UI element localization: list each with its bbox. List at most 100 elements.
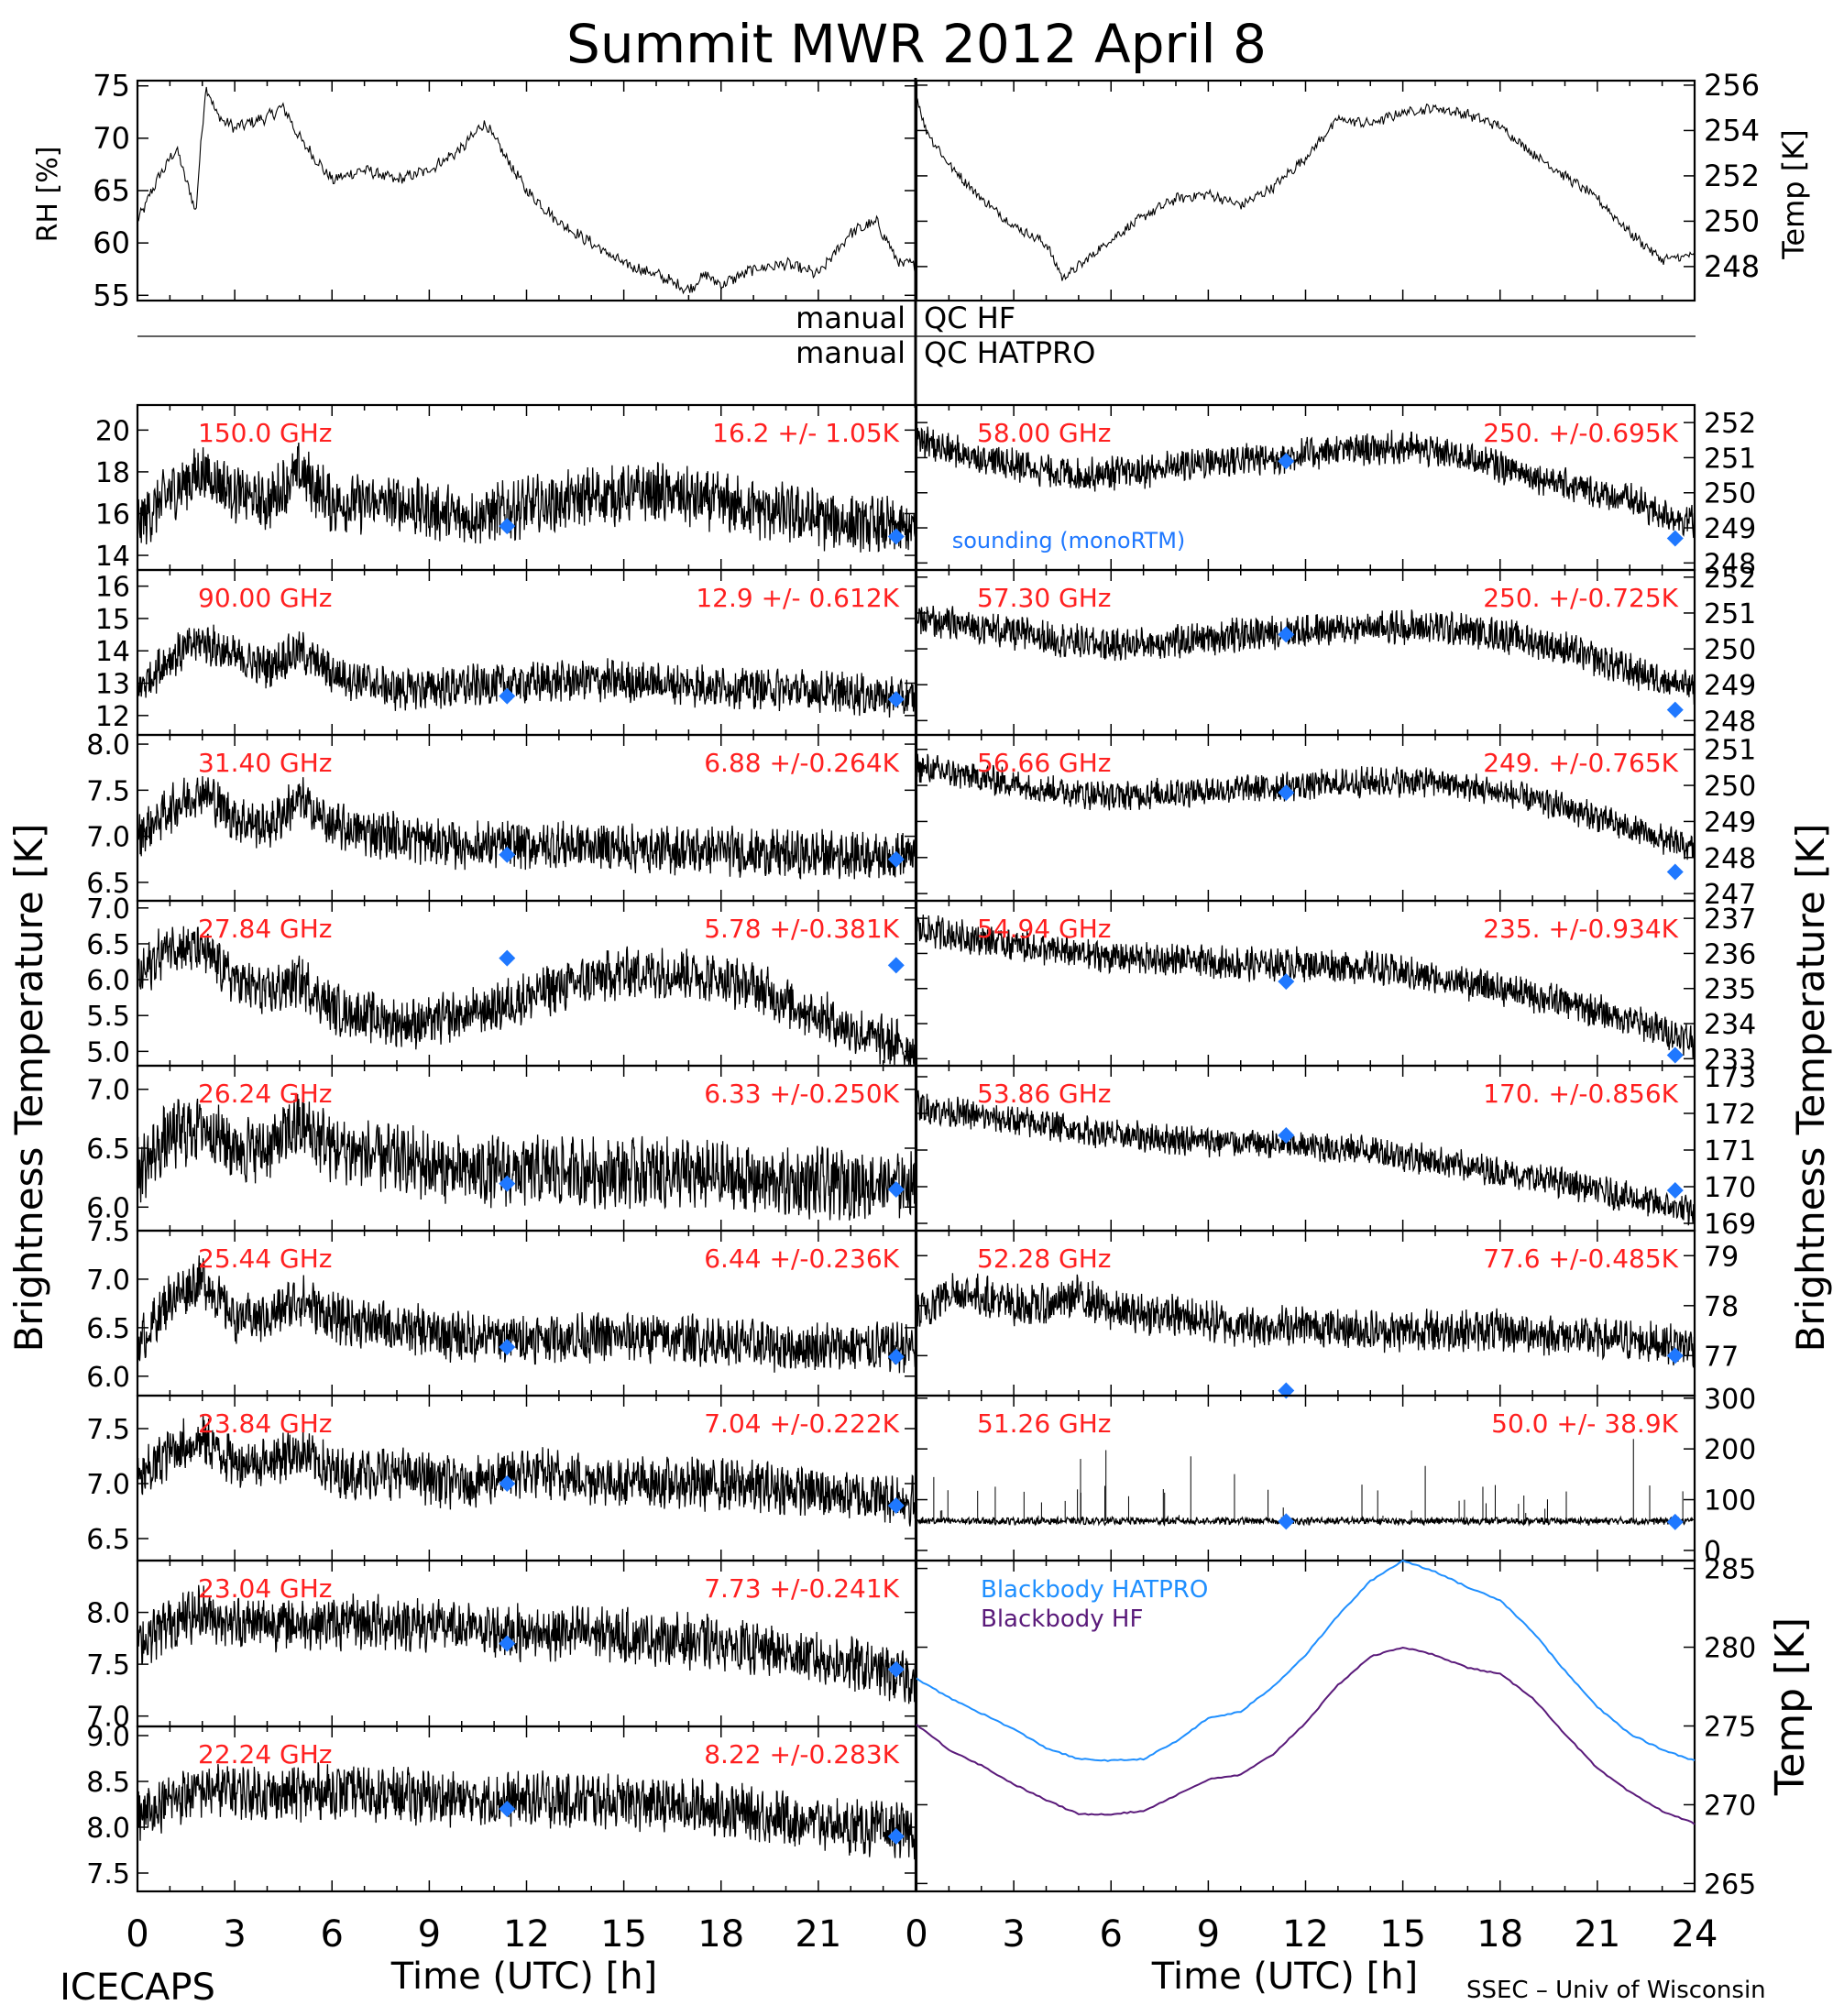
channel-frequency-label: 22.24 GHz [198, 1739, 333, 1769]
data-trace [137, 1762, 916, 1860]
y-tick-label: 16 [95, 499, 130, 531]
x-tick-label: 18 [1476, 1913, 1523, 1956]
data-trace [137, 1584, 916, 1704]
y-tick-label: 249 [1704, 670, 1756, 702]
panel-23-04-ghz: 7.0 7.5 8.0 23.04 GHz 7.73 +/-0.241K [86, 1559, 917, 1734]
panel-53-86-ghz: 169 170 171 172 173 53.86 GHz 170. +/-0.856K [915, 1062, 1756, 1241]
channel-stats-label: 77.6 +/-0.485K [1483, 1244, 1678, 1274]
channel-frequency-label: 31.40 GHz [198, 748, 333, 778]
y-tick-label: 7.0 [86, 1469, 130, 1501]
sounding-marker [499, 1339, 516, 1356]
y-tick-label: 7.5 [86, 1858, 130, 1890]
channel-frequency-label: 53.86 GHz [977, 1079, 1112, 1109]
panel-52-28-ghz: 77 78 79 52.28 GHz 77.6 +/-0.485K [915, 1229, 1739, 1399]
y-tick-label: 13 [95, 669, 130, 701]
sounding-marker [1666, 1347, 1684, 1364]
y-tick-label: 14 [95, 636, 130, 668]
panel-150-0-ghz: 14 16 18 20 150.0 GHz 16.2 +/- 1.05K [95, 403, 917, 573]
y-tick-label: 70 [93, 121, 130, 156]
channel-stats-label: 250. +/-0.695K [1483, 418, 1678, 448]
channel-stats-label: 6.44 +/-0.236K [704, 1244, 899, 1274]
blackbody-line [916, 1646, 1696, 1825]
rh-ylabel: RH [%] [32, 147, 64, 243]
tb-left-ylabel: Brightness Temperature [K] [6, 824, 51, 1353]
y-tick-label: 248 [1704, 548, 1756, 580]
sounding-marker [1278, 1513, 1295, 1530]
x-tick-label: 9 [1197, 1913, 1220, 1956]
y-tick-label: 200 [1704, 1434, 1756, 1466]
sounding-marker [887, 1497, 905, 1514]
y-tick-label: 172 [1704, 1099, 1756, 1131]
channel-stats-label: 12.9 +/- 0.612K [696, 583, 899, 613]
channel-stats-label: 250. +/-0.725K [1483, 583, 1678, 613]
channel-frequency-label: 58.00 GHz [977, 418, 1112, 448]
y-tick-label: 6.5 [86, 1313, 130, 1345]
y-tick-label: 7.5 [86, 1649, 130, 1682]
y-tick-label: 7.5 [86, 775, 130, 807]
y-tick-label: 6.5 [86, 929, 130, 961]
y-tick-label: 6.5 [86, 868, 130, 900]
channel-stats-label: 50.0 +/- 38.9K [1491, 1408, 1678, 1439]
y-tick-label: 12 [95, 701, 130, 733]
y-tick-label: 250 [1704, 203, 1760, 238]
data-trace [916, 1273, 1696, 1368]
y-tick-label: 15 [95, 604, 130, 636]
data-trace [916, 96, 1696, 281]
xlabel-left: Time (UTC) [h] [390, 1956, 657, 1998]
qc-area: manual QC HF manual QC HATPRO [137, 301, 1696, 370]
y-tick-label: 173 [1704, 1062, 1756, 1094]
sounding-marker [887, 1660, 905, 1678]
x-tick-label: 21 [1574, 1913, 1620, 1956]
channel-frequency-label: 90.00 GHz [198, 583, 333, 613]
x-tick-label: 0 [126, 1913, 148, 1956]
y-tick-label: 75 [93, 69, 130, 104]
xlabel-right: Time (UTC) [h] [1151, 1956, 1418, 1998]
sounding-marker [499, 1475, 516, 1492]
channel-stats-label: 8.22 +/-0.283K [704, 1739, 899, 1769]
channel-stats-label: 249. +/-0.765K [1483, 748, 1678, 778]
y-tick-label: 16 [95, 572, 130, 604]
y-tick-label: 285 [1704, 1554, 1756, 1586]
y-tick-label: 237 [1704, 904, 1756, 936]
sounding-marker [1666, 530, 1684, 547]
temp-bottom-ylabel: Temp [K] [1767, 1617, 1814, 1796]
y-tick-label: 234 [1704, 1009, 1756, 1041]
y-tick-label: 6.0 [86, 1192, 130, 1224]
sounding-label: sounding (monoRTM) [952, 528, 1186, 553]
y-tick-label: 5.0 [86, 1036, 130, 1068]
tb-right-ylabel: Brightness Temperature [K] [1788, 824, 1833, 1353]
channel-stats-label: 6.88 +/-0.264K [704, 748, 899, 778]
y-tick-label: 250 [1704, 478, 1756, 510]
data-trace [137, 624, 916, 718]
y-tick-label: 7.5 [86, 1216, 130, 1248]
y-tick-label: 8.0 [86, 1598, 130, 1630]
sounding-marker [499, 687, 516, 705]
sounding-marker [499, 846, 516, 863]
sounding-marker [1278, 1127, 1295, 1144]
y-tick-label: 6.5 [86, 1524, 130, 1556]
y-tick-label: 8.0 [86, 1813, 130, 1845]
sounding-marker [1278, 973, 1295, 991]
y-tick-label: 6.0 [86, 1362, 130, 1394]
blackbody-line [916, 1559, 1696, 1762]
data-trace [137, 1255, 916, 1374]
y-tick-label: 170 [1704, 1172, 1756, 1204]
footer-right-label: SSEC – Univ of Wisconsin [1466, 1977, 1766, 2004]
x-tick-label: 18 [697, 1913, 744, 1956]
y-tick-label: 7.0 [86, 1075, 130, 1107]
x-tick-label: 12 [1282, 1913, 1329, 1956]
y-tick-label: 233 [1704, 1044, 1756, 1076]
sounding-marker [499, 1801, 516, 1817]
y-tick-label: 65 [93, 173, 130, 208]
sounding-marker [887, 528, 905, 545]
y-tick-label: 275 [1704, 1712, 1756, 1744]
data-trace [137, 1093, 916, 1221]
y-tick-label: 6.5 [86, 1134, 130, 1166]
y-tick-label: 251 [1704, 735, 1756, 767]
y-tick-label: 250 [1704, 634, 1756, 666]
panel-26-24-ghz: 6.0 6.5 7.0 26.24 GHz 6.33 +/-0.250K [86, 1064, 917, 1233]
x-tick-label: 15 [1379, 1913, 1426, 1956]
channel-frequency-label: 54.94 GHz [977, 914, 1112, 944]
